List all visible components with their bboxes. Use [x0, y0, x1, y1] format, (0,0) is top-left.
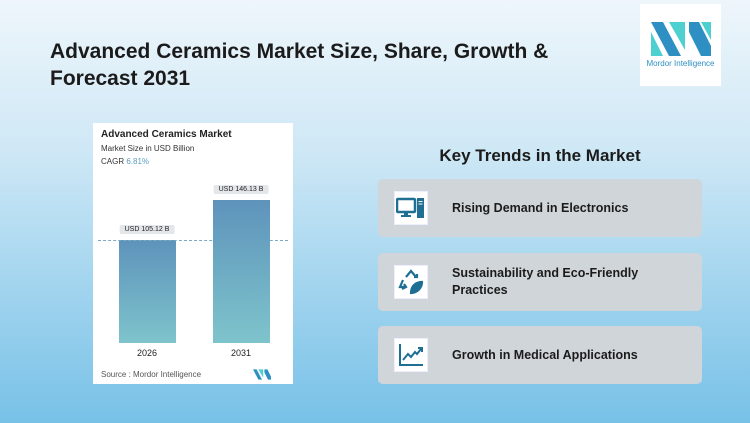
mini-logo-icon — [253, 369, 271, 380]
logo-mark-icon — [650, 22, 711, 56]
trend-label: Rising Demand in Electronics — [452, 200, 629, 215]
trends-heading: Key Trends in the Market — [439, 146, 641, 165]
cagr-value: 6.81% — [126, 157, 150, 166]
data-label: USD 146.13 B — [213, 184, 269, 194]
trend-card-medical: Growth in Medical Applications — [378, 326, 702, 384]
logo-text: Mordor Intelligence — [646, 59, 715, 68]
trend-card-electronics: Rising Demand in Electronics — [378, 179, 702, 237]
recycle-leaf-icon — [394, 265, 428, 299]
chart-title: Advanced Ceramics Market — [101, 129, 232, 140]
data-label: USD 105.12 B — [119, 225, 175, 234]
reference-line — [98, 240, 288, 241]
bar-2026 — [118, 240, 176, 343]
computer-icon — [394, 191, 428, 225]
bar-2031 — [212, 199, 270, 343]
chart-card: Advanced Ceramics Market Market Size in … — [93, 123, 293, 384]
page-title: Advanced Ceramics Market Size, Share, Gr… — [50, 40, 549, 90]
trend-card-sustainability: Sustainability and Eco-Friendly Practice… — [378, 253, 702, 311]
trend-label: Growth in Medical Applications — [452, 347, 638, 362]
growth-chart-icon — [394, 338, 428, 372]
category-label: 2026 — [136, 348, 158, 358]
mordor-intelligence-logo: Mordor Intelligence — [640, 4, 721, 86]
category-label: 2031 — [230, 348, 252, 358]
cagr: CAGR 6.81% — [101, 157, 149, 166]
chart-subtitle: Market Size in USD Billion — [101, 144, 195, 153]
chart-source: Source : Mordor Intelligence — [101, 370, 202, 379]
cagr-label: CAGR — [101, 157, 125, 166]
trend-label: Sustainability and Eco-Friendly Practice… — [452, 266, 639, 297]
